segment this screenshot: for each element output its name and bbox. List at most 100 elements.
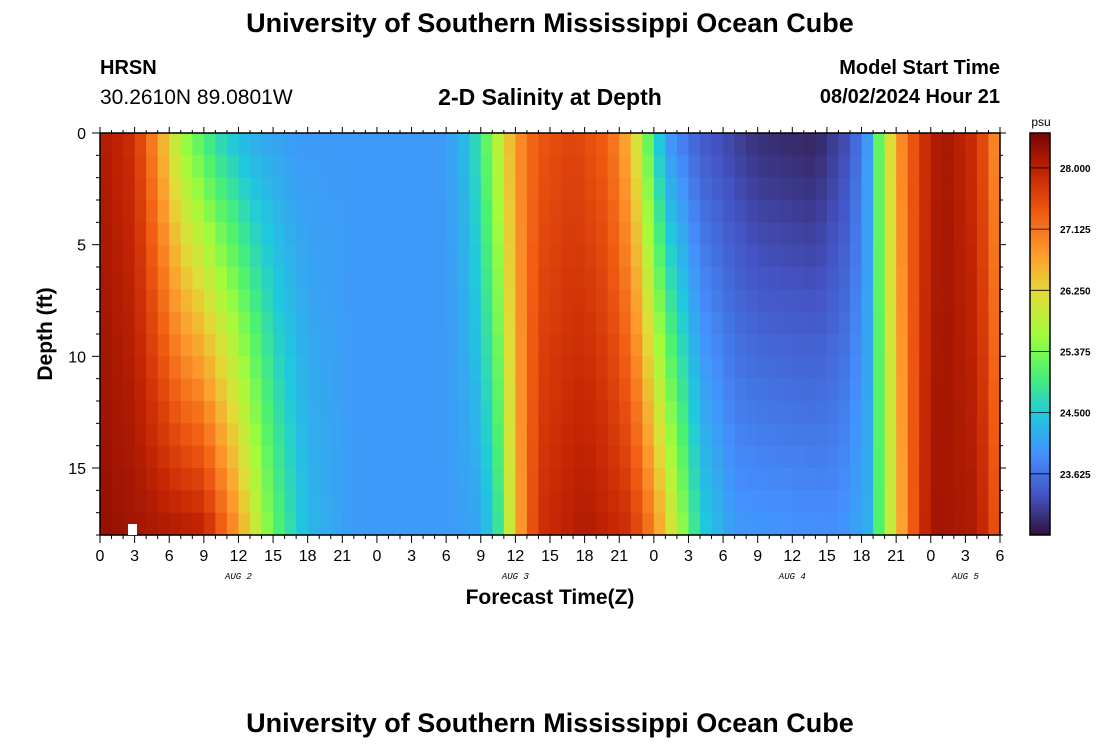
heatmap-cell — [365, 244, 378, 268]
heatmap-cell — [503, 423, 516, 447]
heatmap-cell — [134, 468, 147, 491]
heatmap-cell — [192, 222, 205, 246]
heatmap-cell — [584, 378, 597, 402]
heatmap-cell — [180, 200, 193, 223]
heatmap-cell — [838, 244, 851, 268]
heatmap-cell — [700, 512, 713, 536]
heatmap-cell — [919, 445, 932, 469]
heatmap-cell — [953, 267, 966, 290]
heatmap-cell — [792, 133, 805, 156]
heatmap-cell — [734, 222, 747, 246]
heatmap-cell — [157, 490, 170, 514]
heatmap-cell — [550, 356, 563, 380]
heatmap-cell — [803, 200, 816, 223]
heatmap-cell — [307, 356, 320, 380]
heatmap-cell — [838, 401, 851, 424]
heatmap-cell — [976, 244, 990, 268]
heatmap-cell — [157, 155, 170, 179]
heatmap-cell — [619, 401, 632, 424]
heatmap-cell — [896, 423, 909, 447]
heatmap-cell — [965, 289, 978, 313]
heatmap-cell — [480, 155, 493, 179]
heatmap-cell — [226, 356, 240, 380]
heatmap-cell — [676, 133, 690, 156]
heatmap-cell — [676, 378, 690, 402]
heatmap-cell — [503, 378, 516, 402]
heatmap-cell — [446, 177, 459, 201]
heatmap-cell — [457, 267, 470, 290]
heatmap-cell — [111, 423, 124, 447]
heatmap-cell — [226, 445, 240, 469]
heatmap-cell — [342, 401, 355, 424]
x-tick-label: 6 — [719, 548, 728, 565]
heatmap-cell — [169, 512, 182, 536]
heatmap-cell — [319, 133, 332, 156]
marker-square — [128, 524, 137, 535]
heatmap-cell — [861, 334, 874, 357]
heatmap-cell — [284, 334, 297, 357]
heatmap-cell — [388, 334, 401, 357]
heatmap-cell — [769, 133, 782, 156]
heatmap-cell — [896, 200, 909, 223]
heatmap-cell — [861, 200, 874, 223]
heatmap-cell — [226, 334, 240, 357]
heatmap-cell — [469, 334, 482, 357]
heatmap-cell — [457, 133, 470, 156]
heatmap-cell — [676, 468, 690, 491]
heatmap-cell — [100, 334, 113, 357]
heatmap-cell — [780, 356, 793, 380]
heatmap-cell — [469, 200, 482, 223]
heatmap-cell — [296, 177, 309, 201]
heatmap-cell — [296, 401, 309, 424]
heatmap-cell — [123, 356, 136, 380]
heatmap-cell — [711, 267, 724, 290]
heatmap-cell — [503, 222, 516, 246]
heatmap-cell — [896, 133, 909, 156]
heatmap-cell — [676, 423, 690, 447]
heatmap-cell — [965, 356, 978, 380]
heatmap-cell — [388, 401, 401, 424]
y-axis: 0 5 10 15 — [68, 126, 1006, 536]
heatmap-cell — [503, 356, 516, 380]
heatmap-cell — [596, 468, 609, 491]
heatmap-cell — [688, 378, 701, 402]
heatmap-cell — [607, 445, 620, 469]
heatmap-cell — [423, 155, 436, 179]
heatmap-cell — [123, 222, 136, 246]
heatmap-cell — [861, 267, 874, 290]
heatmap-cell — [988, 222, 1001, 246]
heatmap-cell — [330, 289, 343, 313]
heatmap-cell — [307, 334, 320, 357]
heatmap-cell — [111, 244, 124, 268]
heatmap-cell — [261, 445, 274, 469]
heatmap-cell — [192, 490, 205, 514]
heatmap-cell — [434, 512, 447, 536]
heatmap-cell — [203, 423, 216, 447]
heatmap-cell — [884, 289, 897, 313]
heatmap-cell — [596, 289, 609, 313]
heatmap-cell — [850, 244, 863, 268]
heatmap-cell — [596, 334, 609, 357]
heatmap-cell — [411, 267, 424, 290]
heatmap-cell — [296, 490, 309, 514]
heatmap-cell — [884, 244, 897, 268]
heatmap-cell — [180, 512, 193, 536]
heatmap-cell — [400, 423, 413, 447]
heatmap-cell — [619, 289, 632, 313]
heatmap-cell — [342, 468, 355, 491]
heatmap-cell — [642, 445, 655, 469]
heatmap-cell — [803, 356, 816, 380]
heatmap-cell — [284, 244, 297, 268]
heatmap-cell — [630, 267, 643, 290]
heatmap-cell — [815, 378, 828, 402]
heatmap-cell — [711, 177, 724, 201]
heatmap-cell — [400, 200, 413, 223]
heatmap-cell — [376, 155, 390, 179]
heatmap-cell — [319, 401, 332, 424]
heatmap-cell — [607, 244, 620, 268]
heatmap-cell — [515, 490, 528, 514]
heatmap-cell — [192, 177, 205, 201]
heatmap-cell — [388, 356, 401, 380]
heatmap-cell — [584, 267, 597, 290]
heatmap-cell — [273, 133, 286, 156]
